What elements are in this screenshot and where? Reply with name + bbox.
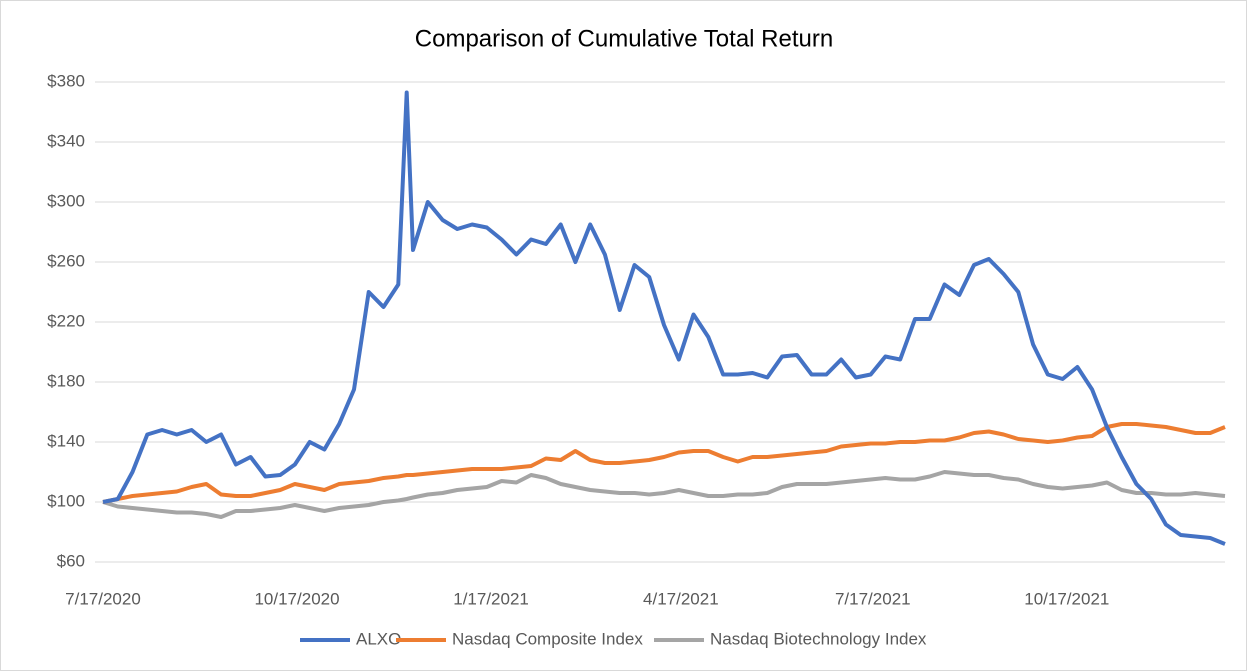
series-line	[102, 470, 1226, 519]
y-tick-label: $380	[47, 71, 85, 90]
y-tick-label: $180	[47, 371, 85, 390]
y-tick-label: $220	[47, 311, 85, 330]
legend-label: ALXO	[356, 629, 401, 648]
legend-label: Nasdaq Biotechnology Index	[710, 629, 927, 648]
x-tick-label: 10/17/2021	[1024, 589, 1109, 608]
x-tick-label: 1/17/2021	[453, 589, 529, 608]
legend-label: Nasdaq Composite Index	[452, 629, 643, 648]
y-tick-label: $60	[57, 551, 85, 570]
y-tick-label: $140	[47, 431, 85, 450]
y-tick-label: $340	[47, 131, 85, 150]
x-tick-label: 10/17/2020	[254, 589, 339, 608]
x-tick-label: 7/17/2020	[65, 589, 141, 608]
series-line	[102, 422, 1226, 504]
x-tick-label: 4/17/2021	[643, 589, 719, 608]
series-line	[102, 90, 1226, 546]
chart-title: Comparison of Cumulative Total Return	[415, 25, 833, 52]
y-tick-label: $260	[47, 251, 85, 270]
y-tick-label: $300	[47, 191, 85, 210]
x-tick-label: 7/17/2021	[835, 589, 911, 608]
y-tick-label: $100	[47, 491, 85, 510]
